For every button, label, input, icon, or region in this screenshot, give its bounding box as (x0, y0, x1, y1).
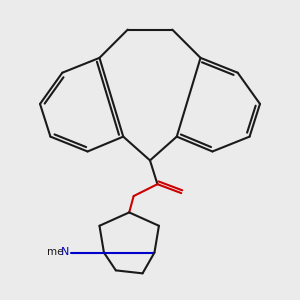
Text: me: me (46, 247, 63, 257)
Text: N: N (61, 247, 70, 257)
